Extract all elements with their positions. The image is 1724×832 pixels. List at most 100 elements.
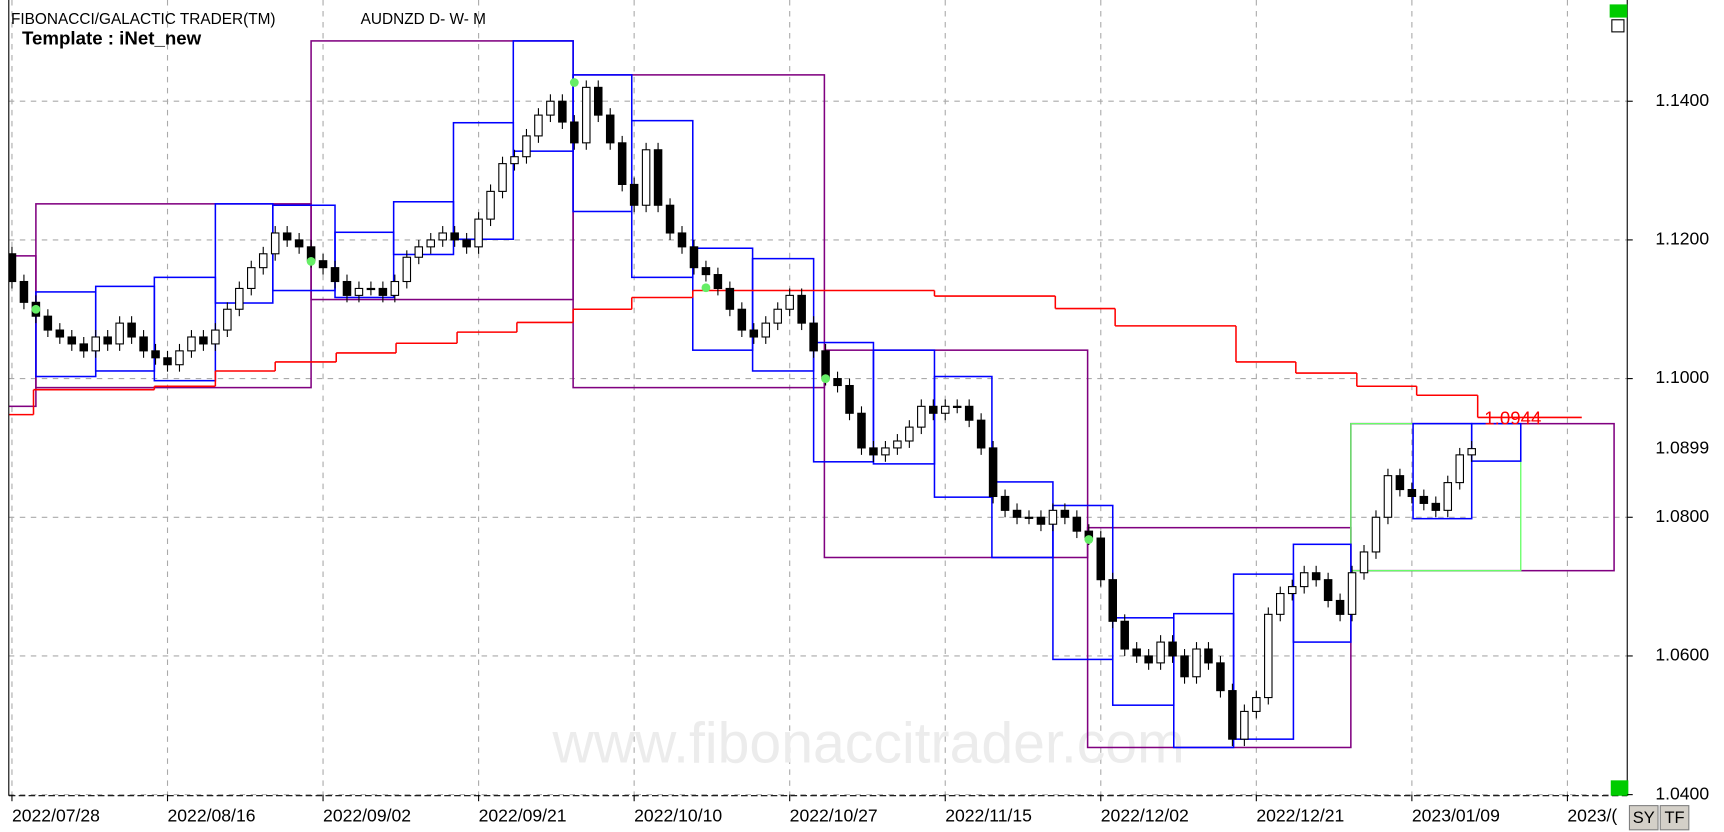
candle-body xyxy=(725,287,735,310)
candle-body xyxy=(1395,475,1405,491)
weekly-boxe xyxy=(452,121,515,240)
toolbar-button[interactable] xyxy=(1659,805,1690,831)
candle-body xyxy=(1180,655,1189,678)
candle-body xyxy=(91,336,100,352)
candle-body xyxy=(8,253,17,283)
candle-body xyxy=(761,322,771,338)
candle-body xyxy=(1347,572,1357,615)
candle-body xyxy=(270,232,280,255)
candle-body xyxy=(713,274,723,290)
candle-body xyxy=(139,336,148,352)
candle-body xyxy=(79,343,89,352)
candle-body xyxy=(19,280,29,303)
candle-body xyxy=(163,357,172,366)
candle-body xyxy=(1419,495,1429,504)
candle-body xyxy=(438,232,447,241)
weekly-boxe xyxy=(751,257,815,372)
candle-body xyxy=(390,280,400,296)
candle-body xyxy=(127,322,136,338)
candle-body xyxy=(629,183,639,206)
candle-body xyxy=(1000,495,1010,511)
candle-body xyxy=(857,412,866,449)
x-tick-label: 2022/10/27 xyxy=(790,805,878,825)
candle-body xyxy=(342,280,352,296)
candle-body xyxy=(833,378,842,387)
candle-body xyxy=(617,142,627,185)
monthly-boxe xyxy=(823,349,1089,559)
candle-body xyxy=(1431,502,1441,511)
weekly-boxe xyxy=(1232,573,1295,740)
corner-widget[interactable] xyxy=(1609,4,1628,18)
signal-marker xyxy=(821,374,830,383)
candle-body xyxy=(1024,516,1034,519)
candle-body xyxy=(1036,516,1046,525)
x-tick-label: 2022/12/02 xyxy=(1101,805,1189,825)
x-tick-label: 2022/11/15 xyxy=(945,805,1032,825)
candle-body xyxy=(988,447,998,498)
watermark: www.fibonaccitrader.com xyxy=(551,711,1184,775)
candle-body xyxy=(1216,662,1225,692)
candle-body xyxy=(964,405,974,421)
candle-body xyxy=(869,447,878,456)
candle-body xyxy=(498,163,507,192)
last-price-label: 1.0899 xyxy=(1655,437,1709,457)
signal-marker xyxy=(569,78,579,87)
x-tick-label: 2022/12/21 xyxy=(1256,805,1344,825)
candle-body xyxy=(1443,482,1453,511)
candle-body xyxy=(809,322,818,352)
candle-body xyxy=(1287,586,1297,595)
candle-body xyxy=(1048,509,1058,525)
candle-body xyxy=(582,86,591,144)
x-tick-label: 2022/07/28 xyxy=(12,805,100,825)
candle-body xyxy=(414,246,424,258)
corner-widget[interactable] xyxy=(1611,19,1625,33)
candle-body xyxy=(1204,648,1213,664)
signal-marker xyxy=(306,257,316,266)
toolbar-button-label[interactable]: TF xyxy=(1664,809,1684,827)
candle-body xyxy=(354,287,364,296)
signal-marker xyxy=(701,283,711,293)
candle-body xyxy=(570,121,579,144)
weekly-boxe xyxy=(933,375,993,498)
candle-body xyxy=(1383,475,1393,518)
candle-body xyxy=(294,239,304,248)
candle-body xyxy=(749,329,759,338)
candle-body xyxy=(378,287,388,296)
candle-body xyxy=(1228,690,1237,740)
candle-body xyxy=(773,308,782,324)
candle-body xyxy=(893,440,902,449)
candle-body xyxy=(929,405,938,414)
candle-body xyxy=(211,329,220,345)
candle-body xyxy=(1168,641,1177,657)
candle-body xyxy=(1012,509,1022,518)
candle-body xyxy=(1072,516,1082,532)
y-tick-label: 1.0600 xyxy=(1655,645,1709,665)
corner-widget[interactable] xyxy=(1610,780,1629,796)
candle-body xyxy=(677,232,687,248)
y-tick-label: 1.0800 xyxy=(1655,506,1709,526)
y-tick-label: 1.1400 xyxy=(1655,90,1709,110)
x-tick-label: 2023/01/09 xyxy=(1412,805,1500,825)
candle-body xyxy=(1144,655,1153,664)
x-tick-label: 2022/08/16 xyxy=(168,805,256,825)
toolbar-button[interactable] xyxy=(1628,805,1659,831)
candle-body xyxy=(689,246,699,269)
candle-body xyxy=(115,322,124,345)
candle-body xyxy=(1120,620,1129,650)
candle-body xyxy=(534,114,543,137)
y-tick-label: 1.1000 xyxy=(1655,367,1709,387)
candle-body xyxy=(330,267,340,283)
candle-body xyxy=(199,336,208,345)
candle-body xyxy=(1275,592,1285,615)
candle-body xyxy=(1407,488,1417,498)
candle-body xyxy=(282,232,292,241)
candle-body xyxy=(67,336,77,345)
candle-body xyxy=(486,190,495,220)
candle-body xyxy=(1156,641,1165,664)
candle-body xyxy=(1132,648,1141,657)
toolbar-button-label[interactable]: SY xyxy=(1633,809,1655,827)
candle-body xyxy=(593,86,603,116)
candle-body xyxy=(1467,448,1476,456)
